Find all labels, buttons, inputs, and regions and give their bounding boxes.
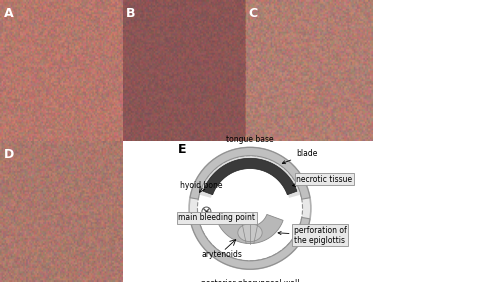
Polygon shape	[217, 214, 283, 244]
Circle shape	[189, 147, 311, 269]
Text: necrotic tissue: necrotic tissue	[292, 175, 352, 187]
Text: arytenoids: arytenoids	[202, 250, 243, 259]
Ellipse shape	[238, 224, 262, 242]
Text: A: A	[4, 7, 14, 20]
Text: hyoid bone: hyoid bone	[180, 181, 222, 190]
Wedge shape	[190, 147, 310, 199]
Circle shape	[198, 156, 302, 261]
Text: tongue base: tongue base	[226, 135, 274, 144]
Text: D: D	[4, 148, 14, 161]
Text: B: B	[126, 7, 136, 20]
Text: posterior pharyngeal wall: posterior pharyngeal wall	[201, 279, 299, 282]
Polygon shape	[203, 158, 297, 195]
Text: E: E	[178, 143, 186, 156]
Text: main bleeding point: main bleeding point	[178, 212, 255, 222]
Polygon shape	[200, 157, 300, 198]
Wedge shape	[190, 217, 310, 269]
Text: blade: blade	[282, 149, 318, 164]
Text: C: C	[249, 7, 258, 20]
Text: perforation of
the epiglottis: perforation of the epiglottis	[278, 226, 346, 245]
